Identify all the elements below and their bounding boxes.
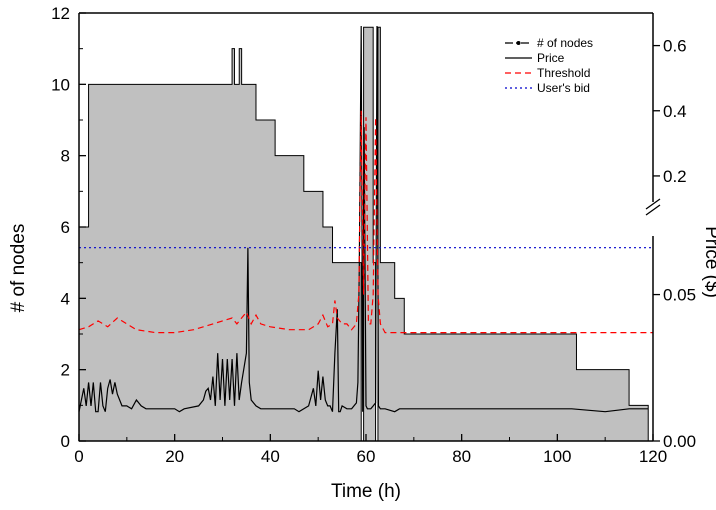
x-tick-label: 40 (261, 447, 280, 466)
x-tick-label: 100 (543, 447, 571, 466)
legend-label: Threshold (537, 66, 590, 80)
left-y-tick-label: 8 (61, 147, 70, 166)
left-y-axis-label: # of nodes (8, 224, 29, 313)
legend-label: User's bid (537, 81, 590, 95)
left-y-tick-label: 2 (61, 361, 70, 380)
series-of-nodes-area (78, 26, 653, 442)
right-y-axis-label: Price ($) (701, 226, 716, 298)
series-price-line (78, 25, 649, 413)
axis-break-mark-upper (645, 198, 661, 210)
right-y-tick-label: 0.6 (663, 37, 687, 56)
right-y-tick-label: 0.05 (663, 286, 696, 305)
legend-label: Price (537, 51, 565, 65)
axis-break-mark-lower (645, 204, 661, 216)
left-y-tick-label: 4 (61, 289, 70, 308)
left-y-tick-label: 10 (51, 75, 70, 94)
tick-layer: 0 20 40 60 80 100 120 0 2 4 6 8 10 12 0.00 0.05 0.2 0.4 0.… (51, 4, 696, 466)
series-layer (78, 25, 653, 442)
x-tick-label: 80 (452, 447, 471, 466)
left-y-tick-label: 12 (51, 4, 70, 23)
right-y-tick-label: 0.2 (663, 167, 687, 186)
legend-label: # of nodes (537, 36, 593, 50)
left-y-tick-label: 0 (61, 432, 70, 451)
x-axis-label: Time (h) (331, 481, 401, 502)
x-tick-label: 60 (357, 447, 376, 466)
series-threshold-line (78, 110, 653, 334)
x-tick-label: 20 (165, 447, 184, 466)
x-tick-label: 0 (74, 447, 83, 466)
right-y-tick-label: 0.00 (663, 432, 696, 451)
left-y-tick-label: 6 (61, 218, 70, 237)
right-y-tick-label: 0.4 (663, 102, 687, 121)
x-tick-label: 120 (639, 447, 667, 466)
legend-marker (516, 41, 521, 45)
